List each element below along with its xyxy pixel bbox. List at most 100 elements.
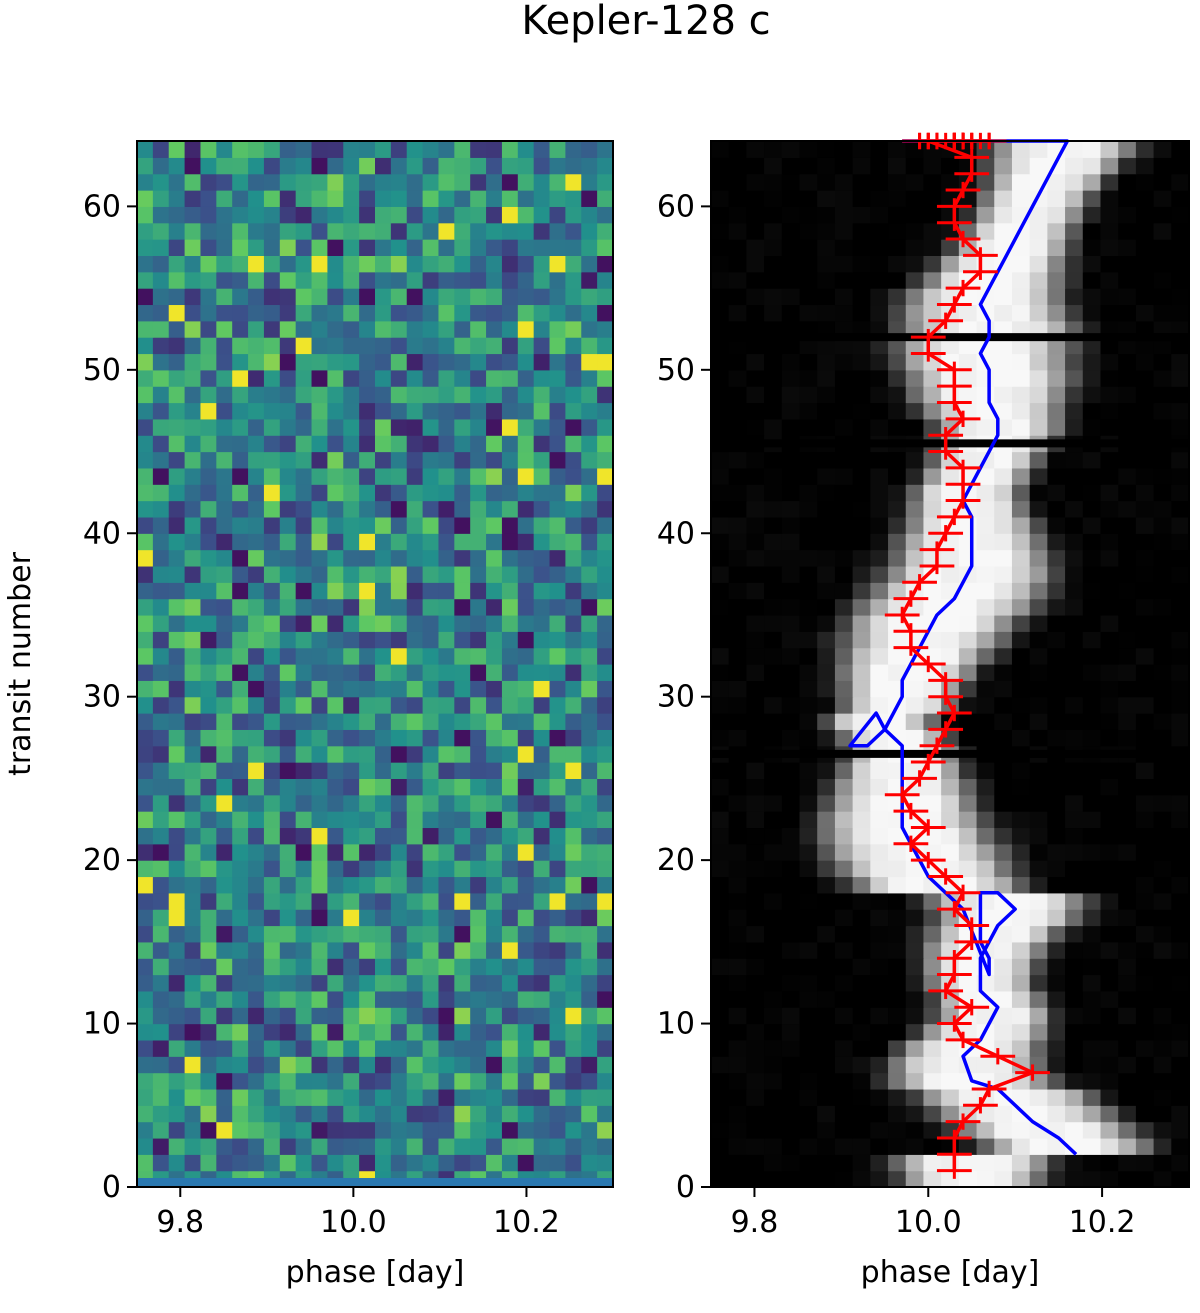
heatmap-cell	[168, 1039, 186, 1057]
heatmap-cell	[359, 222, 376, 240]
heatmap-cell	[1100, 516, 1119, 534]
heatmap-cell	[359, 778, 376, 796]
heatmap-cell	[976, 190, 995, 207]
heatmap-cell	[533, 631, 551, 649]
heatmap-cell	[295, 484, 313, 502]
heatmap-cell	[295, 647, 313, 665]
heatmap-cell	[248, 713, 265, 730]
heatmap-cell	[834, 892, 854, 910]
heatmap-cell	[501, 516, 519, 534]
heatmap-cell	[438, 1105, 455, 1123]
heatmap-cell	[1118, 941, 1137, 959]
heatmap-cell	[216, 745, 233, 763]
heatmap-cell	[1011, 729, 1031, 747]
heatmap-cell	[422, 565, 440, 583]
heatmap-cell	[923, 239, 942, 256]
heatmap-cell	[728, 386, 747, 404]
heatmap-cell	[501, 435, 519, 453]
heatmap-cell	[565, 990, 582, 1008]
heatmap-cell	[168, 941, 186, 959]
heatmap-cell	[923, 876, 942, 894]
heatmap-cell	[817, 958, 836, 976]
heatmap-cell	[454, 533, 471, 551]
heatmap-cell	[375, 1121, 392, 1139]
heatmap-cell	[549, 631, 566, 649]
heatmap-cell	[295, 255, 313, 273]
heatmap-cell	[1118, 778, 1137, 796]
heatmap-cell	[581, 827, 598, 845]
heatmap-cell	[923, 451, 942, 469]
heatmap-cell	[1029, 1105, 1048, 1123]
heatmap-cell	[549, 941, 566, 959]
heatmap-cell	[470, 794, 487, 812]
heatmap-cell	[311, 239, 328, 256]
heatmap-cell	[799, 843, 818, 861]
heatmap-cell	[232, 418, 249, 436]
heatmap-cell	[781, 1088, 801, 1106]
heatmap-cell	[799, 811, 818, 829]
heatmap-cell	[390, 745, 408, 763]
heatmap-cell	[1065, 876, 1084, 894]
heatmap-cell	[375, 1039, 392, 1057]
heatmap-cell	[923, 1039, 942, 1057]
heatmap-cell	[263, 288, 281, 306]
heatmap-cell	[533, 386, 551, 404]
heatmap-cell	[501, 1121, 519, 1139]
heatmap-cell	[852, 729, 871, 747]
heatmap-cell	[343, 467, 360, 485]
heatmap-cell	[152, 402, 170, 420]
heatmap-cell	[279, 418, 297, 436]
heatmap-cell	[711, 386, 730, 404]
heatmap-cell	[454, 1039, 471, 1057]
right-x-axis-label: phase [day]	[861, 1255, 1040, 1290]
heatmap-cell	[422, 876, 440, 894]
heatmap-cell	[438, 843, 455, 861]
heatmap-cell	[438, 598, 455, 616]
heatmap-cell	[533, 1088, 551, 1106]
heatmap-cell	[976, 1137, 995, 1155]
heatmap-cell	[533, 925, 551, 943]
heatmap-cell	[1153, 729, 1172, 747]
heatmap-cell	[406, 1105, 424, 1123]
heatmap-cell	[799, 271, 818, 289]
heatmap-cell	[905, 680, 925, 698]
heatmap-cell	[1171, 157, 1190, 175]
heatmap-cell	[359, 974, 376, 992]
heatmap-cell	[248, 353, 265, 371]
heatmap-cell	[406, 598, 424, 616]
heatmap-cell	[1065, 304, 1084, 322]
heatmap-cell	[232, 713, 249, 730]
heatmap-cell	[1011, 827, 1031, 845]
heatmap-cell	[1153, 500, 1172, 518]
heatmap-cell	[390, 892, 408, 910]
heatmap-cell	[454, 565, 471, 583]
heatmap-cell	[1135, 811, 1155, 829]
heatmap-cell	[711, 304, 730, 322]
heatmap-cell	[200, 958, 217, 976]
heatmap-cell	[422, 500, 440, 518]
heatmap-cell	[870, 1088, 889, 1106]
heatmap-cell	[295, 1088, 313, 1106]
heatmap-cell	[216, 941, 233, 959]
heatmap-cell	[137, 1023, 154, 1041]
heatmap-cell	[184, 794, 202, 812]
heatmap-cell	[1135, 190, 1155, 207]
heatmap-cell	[1135, 1039, 1155, 1057]
heatmap-cell	[184, 631, 202, 649]
heatmap-cell	[343, 500, 360, 518]
heatmap-cell	[834, 909, 854, 927]
heatmap-cell	[501, 974, 519, 992]
heatmap-cell	[422, 631, 440, 649]
heatmap-cell	[976, 614, 995, 632]
heatmap-cell	[1065, 827, 1084, 845]
heatmap-cell	[422, 745, 440, 763]
heatmap-cell	[248, 288, 265, 306]
heatmap-cell	[438, 402, 455, 420]
heatmap-cell	[581, 794, 598, 812]
heatmap-cell	[1135, 876, 1155, 894]
heatmap-cell	[817, 696, 836, 714]
heatmap-cell	[764, 582, 783, 600]
heatmap-cell	[711, 549, 730, 567]
heatmap-cell	[533, 778, 551, 796]
